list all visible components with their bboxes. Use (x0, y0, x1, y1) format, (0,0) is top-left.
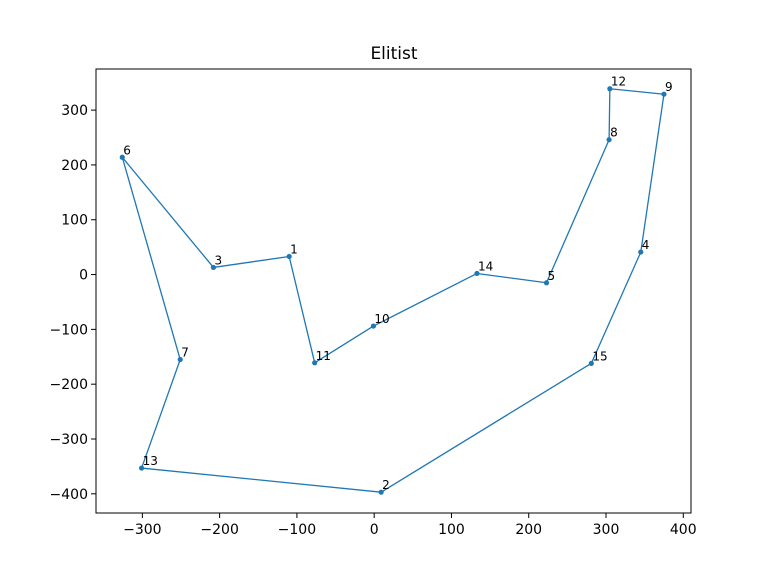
y-tick-label--300: −300 (50, 432, 88, 448)
x-tick-label-100: 100 (438, 522, 465, 538)
point-label-1: 1 (290, 242, 298, 256)
point-label-15: 15 (592, 349, 607, 363)
point-label-12: 12 (611, 75, 626, 89)
point-label-7: 7 (181, 346, 189, 360)
axes: −300 −200 −100 0 100 200 300 400−400−300−200−10… (50, 68, 697, 538)
point-label-14: 14 (478, 259, 493, 273)
data-point-10 (370, 323, 377, 329)
point-label-9: 9 (665, 80, 673, 94)
y-tick-label--400: −400 (50, 487, 88, 503)
point-label-6: 6 (123, 143, 131, 157)
x-tick-label-200: 200 (515, 522, 542, 538)
point-label-5: 5 (548, 269, 556, 283)
y-tick-label-0: 0 (79, 268, 88, 284)
x-tick-label--100: −100 (278, 522, 316, 538)
x-tick-label--200: −200 (200, 522, 238, 538)
chart-title: Elitist (370, 44, 417, 64)
point-label-3: 3 (214, 253, 222, 267)
point-label-13: 13 (143, 454, 158, 468)
x-tick-label--300: −300 (123, 522, 161, 538)
y-tick-label--200: −200 (50, 377, 88, 393)
y-tick-label--100: −100 (50, 322, 88, 338)
data-point-7 (177, 356, 183, 363)
data-point-6 (119, 154, 125, 160)
data-point-5 (543, 280, 550, 286)
data-point-11 (312, 360, 318, 366)
data-point-9 (661, 91, 667, 97)
y-tick-label-100: 100 (61, 213, 88, 229)
point-label-4: 4 (642, 238, 650, 252)
y-tick-label-200: 200 (61, 158, 88, 174)
x-tick-label-0: 0 (370, 522, 379, 538)
data-point-12 (607, 86, 613, 92)
data-point-14 (474, 270, 480, 277)
route-line (121, 88, 665, 493)
data-point-4 (638, 249, 644, 255)
point-label-10: 10 (374, 312, 389, 326)
data-point-1 (286, 253, 292, 260)
y-tick-label-300: 300 (61, 103, 88, 119)
data-point-8 (606, 137, 612, 143)
data-point-13 (138, 465, 145, 471)
point-label-2: 2 (382, 478, 390, 492)
data-point-3 (210, 264, 217, 271)
data-point-15 (588, 360, 594, 366)
point-label-11: 11 (316, 349, 331, 363)
data-point-2 (378, 489, 384, 495)
plot-frame (95, 68, 692, 514)
point-label-8: 8 (610, 126, 618, 140)
x-tick-label-400: 400 (670, 522, 697, 538)
x-tick-label-300: 300 (593, 522, 620, 538)
